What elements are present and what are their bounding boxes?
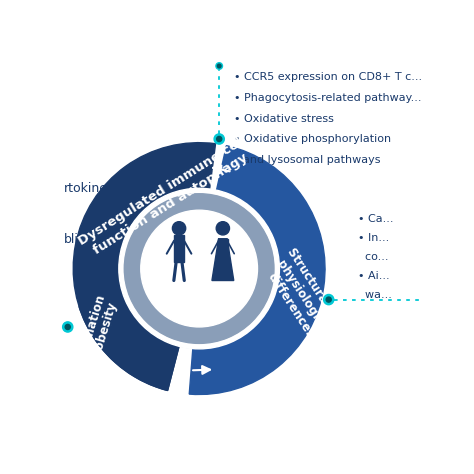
Circle shape <box>65 324 70 329</box>
Text: Inflammation
and obesity: Inflammation and obesity <box>69 292 121 384</box>
Text: • Oxidative phosphorylation: • Oxidative phosphorylation <box>234 134 391 145</box>
Polygon shape <box>212 239 234 281</box>
Circle shape <box>63 322 73 332</box>
Text: blites: blites <box>64 233 98 246</box>
Text: • In...: • In... <box>358 233 389 243</box>
Circle shape <box>141 210 257 327</box>
Text: • Ca...: • Ca... <box>358 214 393 224</box>
Text: • Ai...: • Ai... <box>358 271 390 281</box>
Text: co...: co... <box>358 252 388 262</box>
Wedge shape <box>189 146 325 394</box>
Wedge shape <box>73 143 216 391</box>
Text: rtokines: rtokines <box>64 182 115 195</box>
Circle shape <box>218 64 221 68</box>
Wedge shape <box>119 188 279 349</box>
Text: • Phagocytosis-related pathway...: • Phagocytosis-related pathway... <box>234 93 421 103</box>
Text: • Oxidative stress: • Oxidative stress <box>234 114 334 124</box>
Circle shape <box>326 297 331 302</box>
Wedge shape <box>79 292 180 391</box>
Bar <box>174 236 184 262</box>
Text: Dysregulated immune cell
function and autophagy: Dysregulated immune cell function and au… <box>76 134 257 261</box>
Bar <box>218 239 228 254</box>
Wedge shape <box>124 194 274 343</box>
Text: • CCR5 expression on CD8+ T c...: • CCR5 expression on CD8+ T c... <box>234 72 422 82</box>
Circle shape <box>216 222 229 235</box>
Circle shape <box>214 134 224 144</box>
Text: and lysosomal pathways: and lysosomal pathways <box>243 155 381 165</box>
Text: wa...: wa... <box>358 290 392 300</box>
Circle shape <box>324 294 334 305</box>
Wedge shape <box>119 189 279 348</box>
Circle shape <box>217 137 222 142</box>
Circle shape <box>216 63 222 69</box>
Circle shape <box>173 222 186 235</box>
Text: Structural and
physiological
differences: Structural and physiological differences <box>259 246 347 350</box>
